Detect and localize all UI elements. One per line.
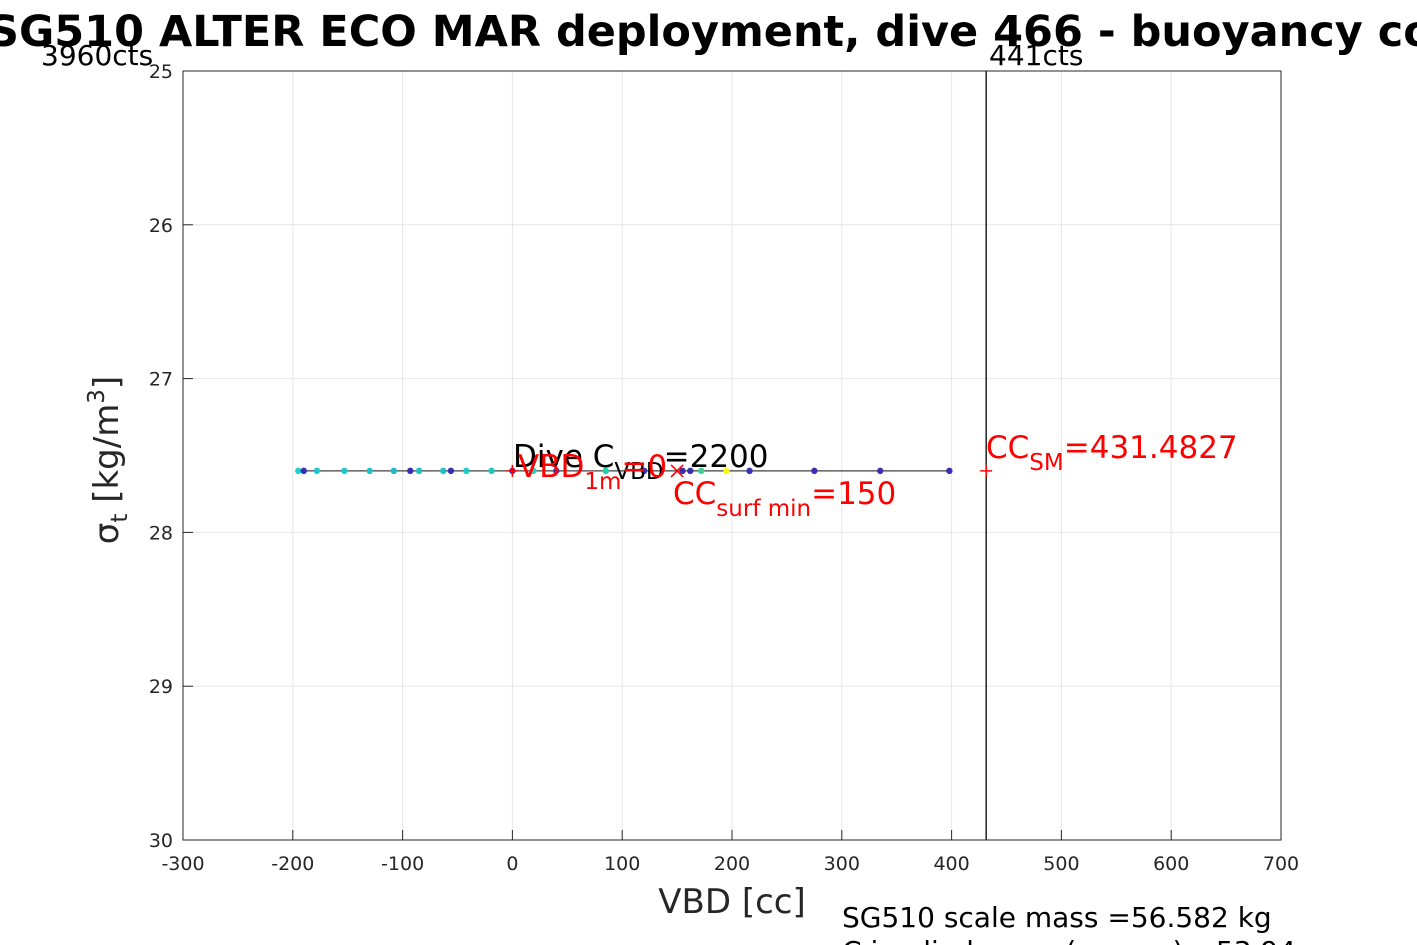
y-axis-label: σt [kg/m3] (84, 376, 133, 544)
data-point (723, 467, 730, 475)
x-tick-label: 700 (1263, 853, 1299, 875)
data-point (313, 467, 321, 475)
x-tick-label: 100 (604, 853, 640, 875)
data-point (300, 467, 307, 475)
data-point (811, 467, 818, 475)
data-point (640, 467, 648, 475)
y-tick-label: 25 (149, 61, 173, 83)
plus-marker (980, 464, 993, 477)
data-point (746, 467, 753, 475)
y-axis-label-sigma: σ (87, 523, 127, 545)
data-point (877, 467, 884, 475)
x-tick-label: -100 (381, 853, 424, 875)
vbd-1m-post: =0 (621, 449, 667, 485)
data-point (463, 467, 470, 475)
x-tick-label: 500 (1043, 853, 1079, 875)
y-tick-label: 27 (149, 369, 173, 391)
cc-surf-sub: surf min (716, 496, 811, 522)
x-tick-label: -300 (161, 853, 204, 875)
data-point (407, 467, 414, 475)
y-axis-ticks: 25 26 27 28 29 30 (149, 61, 193, 852)
plot-area (182, 70, 1282, 841)
cc-sm-annotation: CCSM=431.4827 (986, 430, 1238, 476)
data-point (530, 467, 537, 475)
cc-surf-pre: CC (673, 476, 716, 512)
cc-surf-min-annotation: CCsurf min=150 (673, 476, 896, 522)
dive-c-post: =2200 (664, 439, 769, 475)
y-tick-label: 30 (149, 830, 173, 852)
data-point (946, 467, 953, 475)
y-tick-label: 29 (149, 676, 173, 698)
y-axis-label-sub: t (107, 514, 133, 523)
x-tick-label: 600 (1153, 853, 1189, 875)
footer-implied-mass: C implied mass (approx) =53.94 (842, 935, 1296, 945)
data-point (698, 467, 705, 475)
x-axis-ticks: -300 -200 -100 0 100 200 300 400 500 600 700 (161, 830, 1299, 875)
counts-label-left: 3960cts (41, 39, 153, 72)
footer-scale-mass: SG510 scale mass =56.582 kg (842, 901, 1272, 934)
x-axis-label: VBD [cc] (658, 882, 806, 922)
x-tick-label: -200 (271, 853, 314, 875)
data-point (415, 467, 423, 475)
data-point (440, 467, 447, 475)
y-axis-label-sup: 3 (84, 389, 110, 404)
x-tick-label: 300 (824, 853, 860, 875)
dive-c-pre: Dive C (513, 439, 614, 475)
counts-label-right: 441cts (989, 39, 1083, 72)
data-point (295, 467, 302, 475)
dive-c-vbd-annotation: Dive CVBD=2200 (513, 439, 769, 485)
chart-title: SG510 ALTER ECO MAR deployment, dive 466… (0, 7, 1417, 57)
annotation-markers (506, 464, 993, 478)
y-tick-label: 28 (149, 522, 173, 544)
y-tick-label: 26 (149, 215, 173, 237)
data-point (687, 467, 694, 475)
x-tick-label: 200 (714, 853, 750, 875)
data-point (553, 467, 560, 475)
cc-sm-post: =431.4827 (1064, 430, 1238, 466)
data-point (488, 467, 495, 475)
cc-sm-sub: SM (1029, 450, 1063, 476)
cc-surf-post: =150 (811, 476, 896, 512)
data-point (341, 467, 348, 475)
data-points (295, 467, 953, 475)
vbd-1m-annotation: VBD1m=0 (518, 449, 667, 495)
x-tick-label: 400 (933, 853, 969, 875)
y-axis-label-unit: [kg/m (87, 404, 127, 514)
dive-c-sub: VBD (614, 459, 663, 485)
data-point (679, 467, 686, 475)
cross-marker (670, 464, 684, 478)
cc-sm-pre: CC (986, 430, 1029, 466)
data-point (390, 467, 398, 475)
y-axis-label-close: ] (87, 376, 127, 389)
vbd-1m-sub: 1m (584, 469, 621, 495)
plus-marker (506, 464, 519, 477)
vbd-1m-pre: VBD (518, 449, 584, 485)
x-tick-label: 0 (506, 853, 518, 875)
data-point (602, 467, 609, 475)
data-point (366, 467, 373, 475)
data-point (447, 467, 455, 475)
